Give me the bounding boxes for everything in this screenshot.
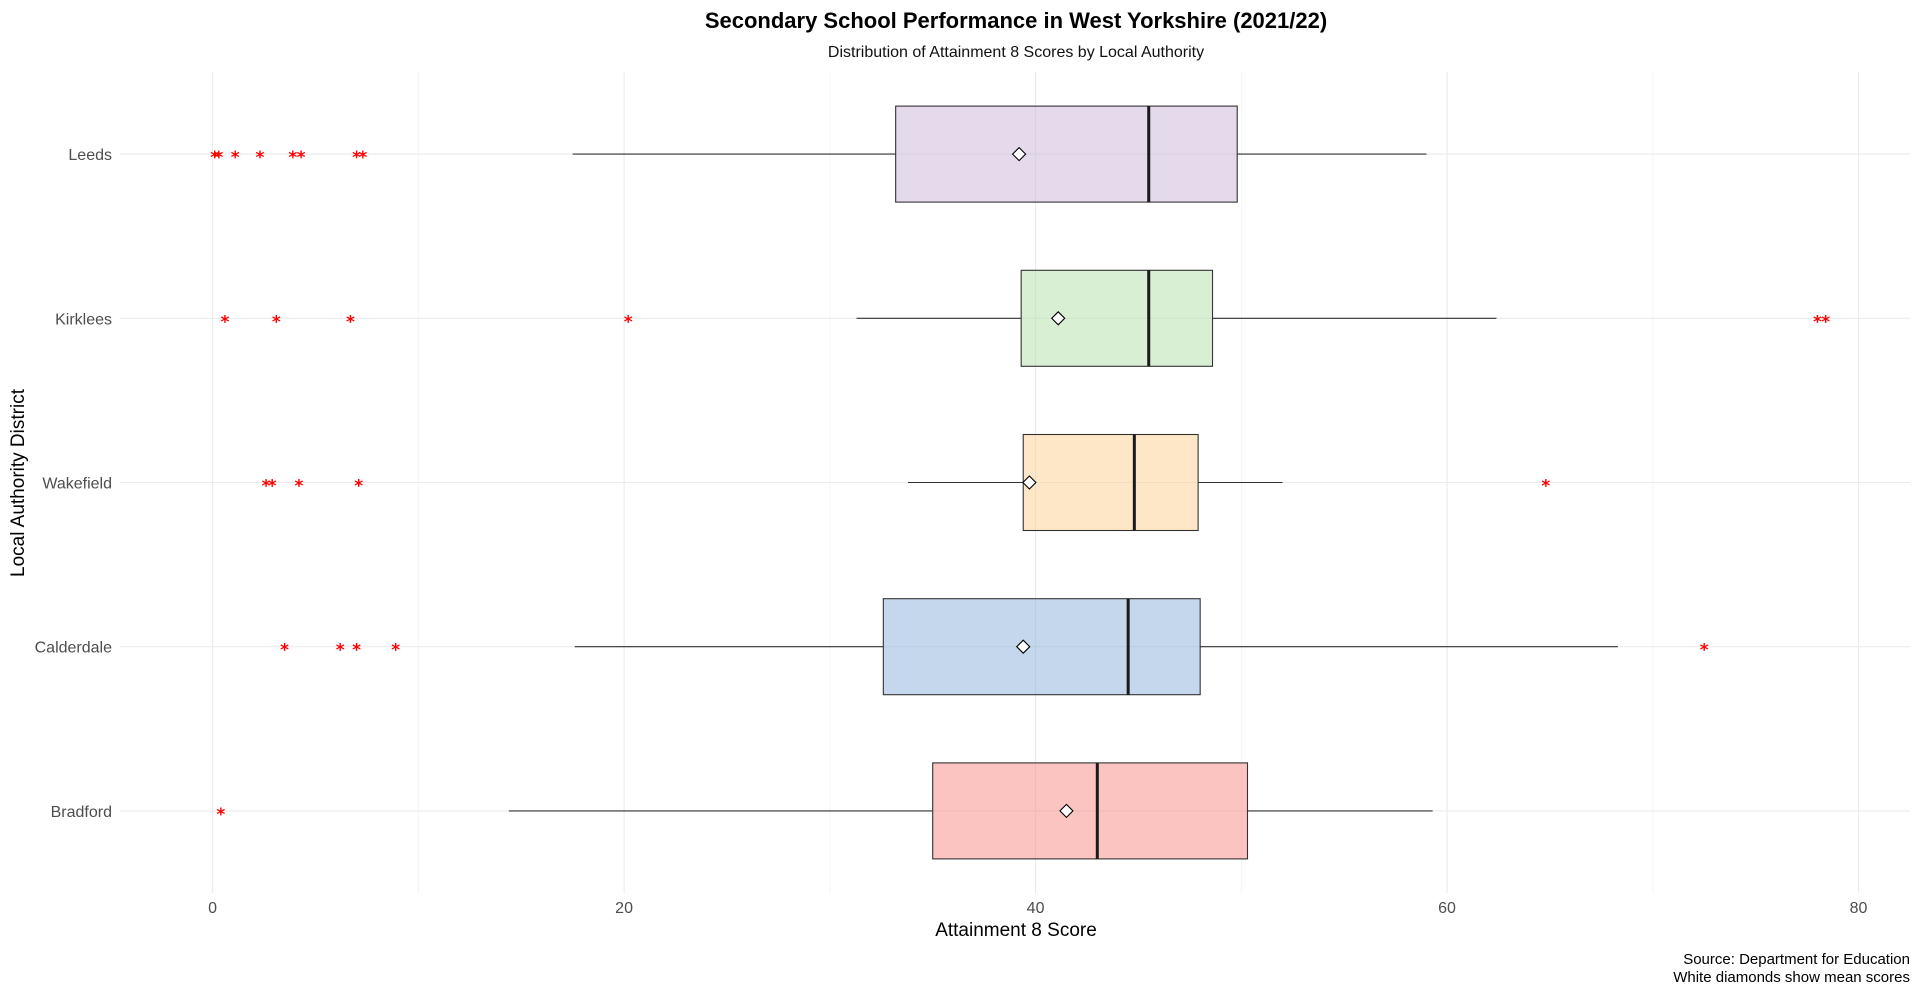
y-tick-label: Kirklees <box>55 311 112 328</box>
outlier-point: * <box>216 805 225 825</box>
outlier-point: * <box>220 312 229 332</box>
box <box>882 598 1201 696</box>
box <box>1022 433 1199 532</box>
y-axis-title: Local Authority District <box>8 388 29 577</box>
outlier-point: * <box>214 148 223 168</box>
x-tick-label: 60 <box>1438 900 1456 917</box>
outlier-point: * <box>346 312 355 332</box>
box-group: * * * * * <box>280 598 1709 696</box>
x-tick-label: 80 <box>1850 900 1868 917</box>
caption-note: White diamonds show mean scores <box>1673 969 1910 986</box>
outlier-point: * <box>280 641 289 661</box>
outlier-point: * <box>231 148 240 168</box>
y-axis-ticks: Leeds Kirklees Wakefield Calderdale Bradford <box>35 147 112 821</box>
box-group: * * * * * * <box>220 269 1830 367</box>
outlier-point: * <box>255 148 264 168</box>
outlier-point: * <box>268 477 277 497</box>
chart-title: Secondary School Performance in West Yor… <box>705 8 1327 33</box>
mean-diamond <box>1050 311 1066 326</box>
outlier-point: * <box>1541 477 1550 497</box>
y-tick-label: Calderdale <box>35 640 112 657</box>
plot-area: ** * * * * *** * * * * *** * * ** * * * ** <box>210 105 1830 860</box>
box <box>932 762 1249 860</box>
x-tick-label: 40 <box>1027 900 1045 917</box>
box <box>1020 269 1214 367</box>
outlier-point: * <box>1813 312 1822 332</box>
outlier-point: * <box>210 148 219 168</box>
x-tick-label: 0 <box>208 900 217 917</box>
outlier-point: * <box>352 641 361 661</box>
outlier-point: * <box>1700 641 1709 661</box>
y-tick-label: Bradford <box>51 804 112 821</box>
outlier-point: * <box>354 477 363 497</box>
x-axis-ticks: 0 20 40 60 80 <box>208 900 1867 917</box>
mean-diamond <box>1022 475 1037 490</box>
outlier-point: * <box>262 477 271 497</box>
mean-diamond <box>1011 146 1027 162</box>
box <box>895 105 1238 203</box>
box-group: ** * * * * ** <box>210 105 1427 203</box>
mean-diamond <box>1015 639 1031 654</box>
outlier-point: * <box>295 477 304 497</box>
outlier-point: * <box>272 312 281 332</box>
chart-subtitle: Distribution of Attainment 8 Scores by L… <box>828 44 1204 61</box>
outlier-point: * <box>297 148 306 168</box>
box-group: ***** <box>262 433 1550 532</box>
y-tick-label: Wakefield <box>42 476 112 493</box>
outlier-point: * <box>624 312 633 332</box>
y-tick-label: Leeds <box>68 147 112 164</box>
mean-diamond <box>1059 803 1074 819</box>
x-tick-label: 20 <box>615 900 633 917</box>
outlier-point: * <box>288 148 297 168</box>
outlier-point: * <box>336 641 345 661</box>
box-group: * <box>216 762 1433 860</box>
outlier-point: * <box>358 148 367 168</box>
outlier-point: * <box>352 148 361 168</box>
x-axis-title: Attainment 8 Score <box>935 920 1097 941</box>
outlier-point: * <box>391 641 400 661</box>
outlier-point: * <box>1821 312 1830 332</box>
caption-source: Source: Department for Education <box>1683 951 1910 968</box>
